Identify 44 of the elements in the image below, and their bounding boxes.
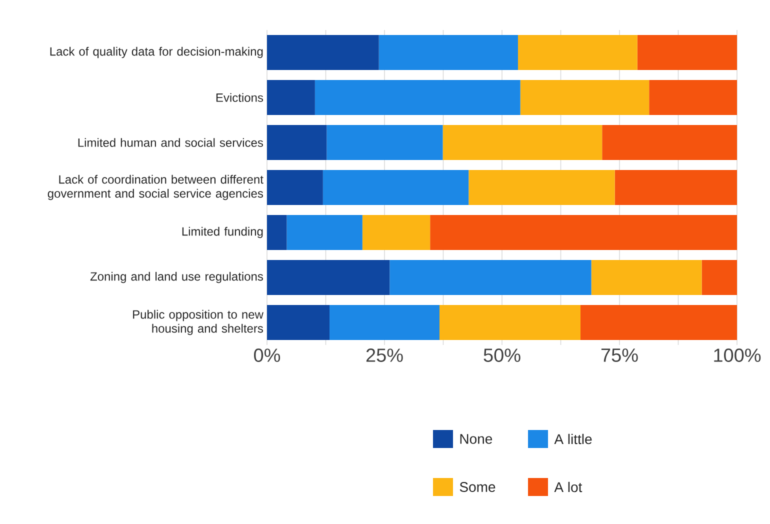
bar <box>267 170 323 206</box>
bar <box>314 80 520 116</box>
x-tick-label: 25% <box>366 348 403 362</box>
bar <box>326 124 443 160</box>
y-tick-label: Limited funding <box>182 226 263 238</box>
bar <box>267 214 287 250</box>
x-tick-label: 75% <box>601 348 638 362</box>
y-tick-label: Lack of quality data for decision-making <box>50 46 263 58</box>
bar <box>518 34 638 70</box>
bar <box>439 304 580 340</box>
y-tick-label: Zoning and land use regulations <box>90 272 263 284</box>
legend-label: None <box>460 434 492 444</box>
bar <box>362 214 430 250</box>
bar <box>637 34 738 70</box>
y-tick-label: Limited human and social services <box>78 138 264 147</box>
bar <box>442 124 602 160</box>
legend-label: A little <box>554 434 592 444</box>
x-tick-label: 50% <box>484 348 520 362</box>
bar <box>267 34 379 70</box>
bar <box>602 124 738 160</box>
bar <box>649 80 738 116</box>
bar <box>378 34 518 70</box>
bar <box>267 304 330 340</box>
bar <box>702 260 738 296</box>
legend-label: A lot <box>554 482 582 492</box>
bar <box>330 304 440 340</box>
legend-label: Some <box>460 482 496 492</box>
bar <box>267 124 327 160</box>
bar <box>286 214 362 250</box>
x-tick-label: 0% <box>254 348 280 362</box>
bar <box>267 80 315 116</box>
y-tick-label: Public opposition to new housing and shelters <box>133 310 264 336</box>
bar <box>614 170 738 206</box>
bar <box>591 260 702 296</box>
bar <box>580 304 738 340</box>
bar <box>430 214 738 250</box>
y-tick-label: Evictions <box>216 93 264 102</box>
x-tick-label: 100% <box>714 348 761 362</box>
bar <box>468 170 615 206</box>
bar <box>390 260 592 296</box>
bar <box>267 260 390 296</box>
bar <box>322 170 469 206</box>
y-tick-label: Lack of coordination between different government and social service agencies <box>48 174 264 200</box>
bar <box>520 80 650 116</box>
